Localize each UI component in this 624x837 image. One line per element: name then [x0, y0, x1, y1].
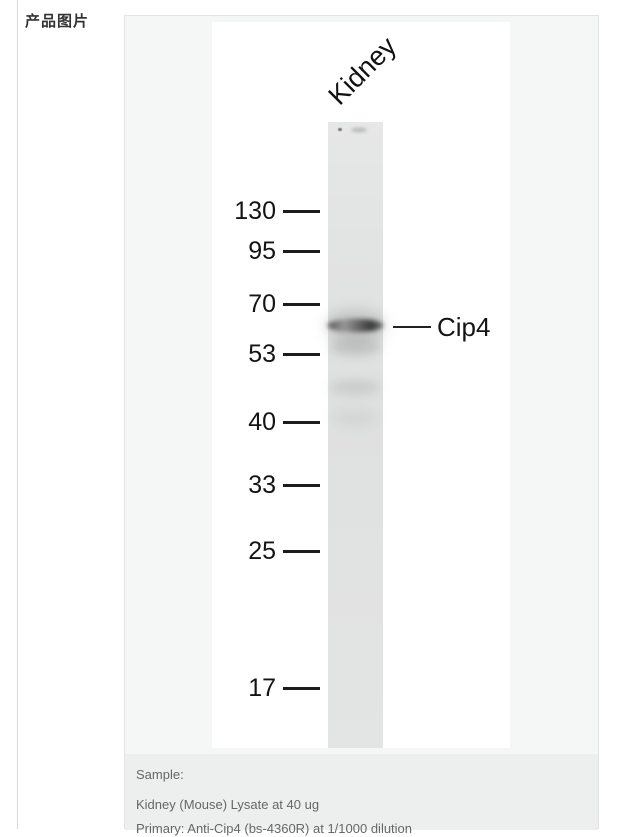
cip4-band: [328, 319, 383, 332]
mw-marker-tick: [283, 549, 320, 553]
mw-marker-row: 25: [220, 536, 320, 566]
mw-marker-tick: [283, 686, 320, 690]
mw-marker-tick: [283, 302, 320, 306]
mw-marker-row: 70: [220, 289, 320, 319]
mw-marker-row: 130: [220, 196, 320, 226]
band-label: Cip4: [437, 312, 491, 342]
mw-marker-row: 33: [220, 470, 320, 500]
figure-caption: Sample: Kidney (Mouse) Lysate at 40 ug P…: [125, 754, 598, 836]
caption-primary-antibody: Primary: Anti-Cip4 (bs-4360R) at 1/1000 …: [136, 821, 413, 836]
mw-marker-tick: [283, 352, 320, 356]
blot-lane: [326, 122, 385, 748]
mw-marker-tick: [283, 483, 320, 487]
mw-marker-value: 53: [248, 340, 276, 368]
lane-label: Kidney: [322, 31, 403, 111]
product-image-panel: Kidney 130 95 70 53 40 33 25: [124, 15, 599, 836]
mw-marker-value: 33: [248, 471, 276, 499]
mw-marker-row: 17: [220, 673, 320, 703]
mw-marker-tick: [283, 209, 320, 213]
mw-marker-row: 53: [220, 339, 320, 369]
mw-marker-row: 40: [220, 407, 320, 437]
mw-marker-value: 70: [248, 290, 276, 318]
mw-marker-row: 95: [220, 236, 320, 266]
mw-marker-value: 17: [248, 674, 276, 702]
mw-marker-value: 40: [248, 408, 276, 436]
band-pointer-line: [393, 326, 431, 328]
faint-band: [330, 380, 380, 395]
caption-sample-heading: Sample:: [136, 767, 184, 782]
section-title: 产品图片: [25, 13, 90, 30]
faint-band: [332, 410, 378, 426]
lane-artifact-dot: [338, 128, 342, 131]
caption-sample-detail: Kidney (Mouse) Lysate at 40 ug: [136, 797, 320, 812]
mw-marker-value: 130: [234, 197, 276, 225]
mw-marker-value: 95: [248, 237, 276, 265]
mw-marker-tick: [283, 249, 320, 253]
mw-marker-tick: [283, 420, 320, 424]
band-smear: [330, 338, 381, 356]
left-divider-rule: [17, 0, 18, 829]
western-blot-image: Kidney 130 95 70 53 40 33 25: [212, 22, 510, 748]
mw-marker-value: 25: [248, 537, 276, 565]
lane-artifact-smudge: [351, 128, 367, 132]
